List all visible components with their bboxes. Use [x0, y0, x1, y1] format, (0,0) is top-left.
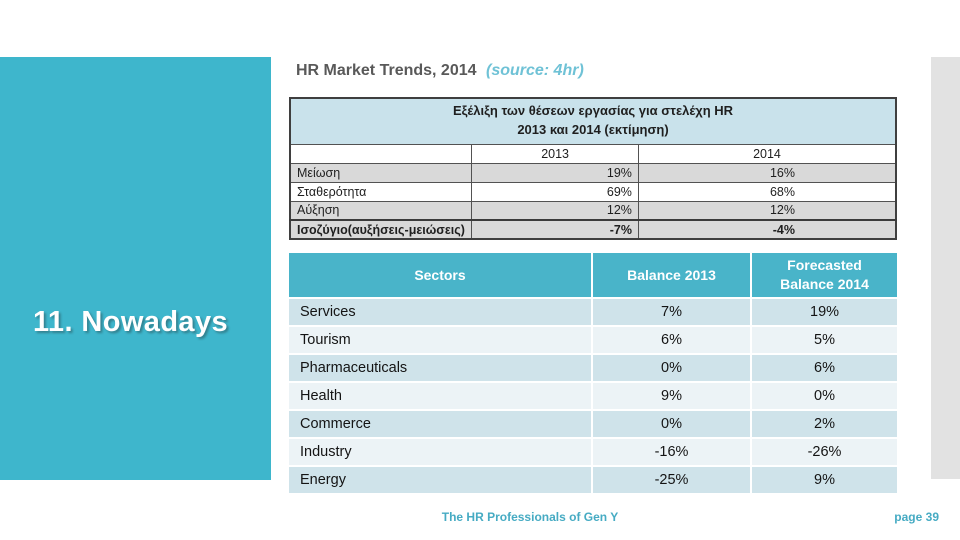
- slide-title: HR Market Trends, 2014 (source: 4hr): [296, 62, 584, 80]
- embedded-table-title-line2: 2013 και 2014 (εκτίμηση): [517, 121, 669, 137]
- balance-2013-value: -16%: [593, 439, 751, 465]
- value-2014: -4%: [637, 219, 897, 240]
- left-accent-panel: 11. Nowadays: [0, 57, 271, 480]
- balance-2013-value: 9%: [593, 383, 751, 409]
- value-2014: 16%: [637, 162, 897, 183]
- table-row: Services 7% 19%: [289, 299, 897, 325]
- table-row: Σταθερότητα 69% 68%: [289, 181, 897, 202]
- year-header-2014: 2014: [637, 143, 897, 164]
- sector-label: Health: [289, 383, 591, 409]
- row-label: Ισοζύγιο(αυξήσεις-μειώσεις): [289, 219, 473, 240]
- table-row: Energy -25% 9%: [289, 467, 897, 493]
- value-2013: -7%: [471, 219, 639, 240]
- sector-label: Pharmaceuticals: [289, 355, 591, 381]
- forecast-2014-value: 9%: [752, 467, 897, 493]
- page-number: page 39: [894, 510, 939, 524]
- table-row: Αύξηση 12% 12%: [289, 200, 897, 221]
- sector-label: Tourism: [289, 327, 591, 353]
- hr-positions-embedded-table: Εξέλιξη των θέσεων εργασίας για στελέχη …: [289, 97, 897, 241]
- table-row: Health 9% 0%: [289, 383, 897, 409]
- forecast-2014-value: 2%: [752, 411, 897, 437]
- forecast-2014-value: 6%: [752, 355, 897, 381]
- forecast-2014-value: 19%: [752, 299, 897, 325]
- sector-label: Industry: [289, 439, 591, 465]
- table-row: Tourism 6% 5%: [289, 327, 897, 353]
- balance-2013-value: 0%: [593, 411, 751, 437]
- embedded-table-title-line1: Εξέλιξη των θέσεων εργασίας για στελέχη …: [452, 103, 734, 118]
- balance-2013-value: 6%: [593, 327, 751, 353]
- value-2013: 12%: [471, 200, 639, 221]
- embedded-table-title-cell: Εξέλιξη των θέσεων εργασίας για στελέχη …: [289, 97, 897, 145]
- table-row: Industry -16% -26%: [289, 439, 897, 465]
- value-2014: 12%: [637, 200, 897, 221]
- source-note: (source: 4hr): [485, 62, 584, 79]
- sector-label: Energy: [289, 467, 591, 493]
- right-accent-strip: [931, 57, 960, 479]
- sectors-balance-table: Sectors Balance 2013 Forecasted Balance …: [287, 251, 899, 495]
- table-row: Commerce 0% 2%: [289, 411, 897, 437]
- balance-2013-value: 0%: [593, 355, 751, 381]
- table-row: Pharmaceuticals 0% 6%: [289, 355, 897, 381]
- value-2014: 68%: [637, 181, 897, 202]
- embedded-table-year-row: 2013 2014: [289, 143, 897, 164]
- table-cell: [289, 143, 473, 164]
- embedded-table-title-row: Εξέλιξη των θέσεων εργασίας για στελέχη …: [289, 97, 897, 145]
- value-2013: 69%: [471, 181, 639, 202]
- balance-2013-value: -25%: [593, 467, 751, 493]
- section-title: 11. Nowadays: [33, 306, 229, 338]
- table-header-row: Sectors Balance 2013 Forecasted Balance …: [289, 253, 897, 297]
- forecast-2014-value: -26%: [752, 439, 897, 465]
- forecast-2014-value: 0%: [752, 383, 897, 409]
- value-2013: 19%: [471, 162, 639, 183]
- row-label: Αύξηση: [289, 200, 473, 221]
- balance-total-row: Ισοζύγιο(αυξήσεις-μειώσεις) -7% -4%: [289, 219, 897, 240]
- sector-label: Commerce: [289, 411, 591, 437]
- year-header-2013: 2013: [471, 143, 639, 164]
- column-header-sectors: Sectors: [289, 253, 591, 297]
- column-header-balance-2013: Balance 2013: [593, 253, 751, 297]
- forecast-2014-value: 5%: [752, 327, 897, 353]
- row-label: Σταθερότητα: [289, 181, 473, 202]
- column-header-forecast-2014: Forecasted Balance 2014: [752, 253, 897, 297]
- footer-text: The HR Professionals of Gen Y: [441, 510, 619, 524]
- balance-2013-value: 7%: [593, 299, 751, 325]
- table-row: Μείωση 19% 16%: [289, 162, 897, 183]
- row-label: Μείωση: [289, 162, 473, 183]
- sector-label: Services: [289, 299, 591, 325]
- slide-title-text: HR Market Trends, 2014: [296, 62, 477, 79]
